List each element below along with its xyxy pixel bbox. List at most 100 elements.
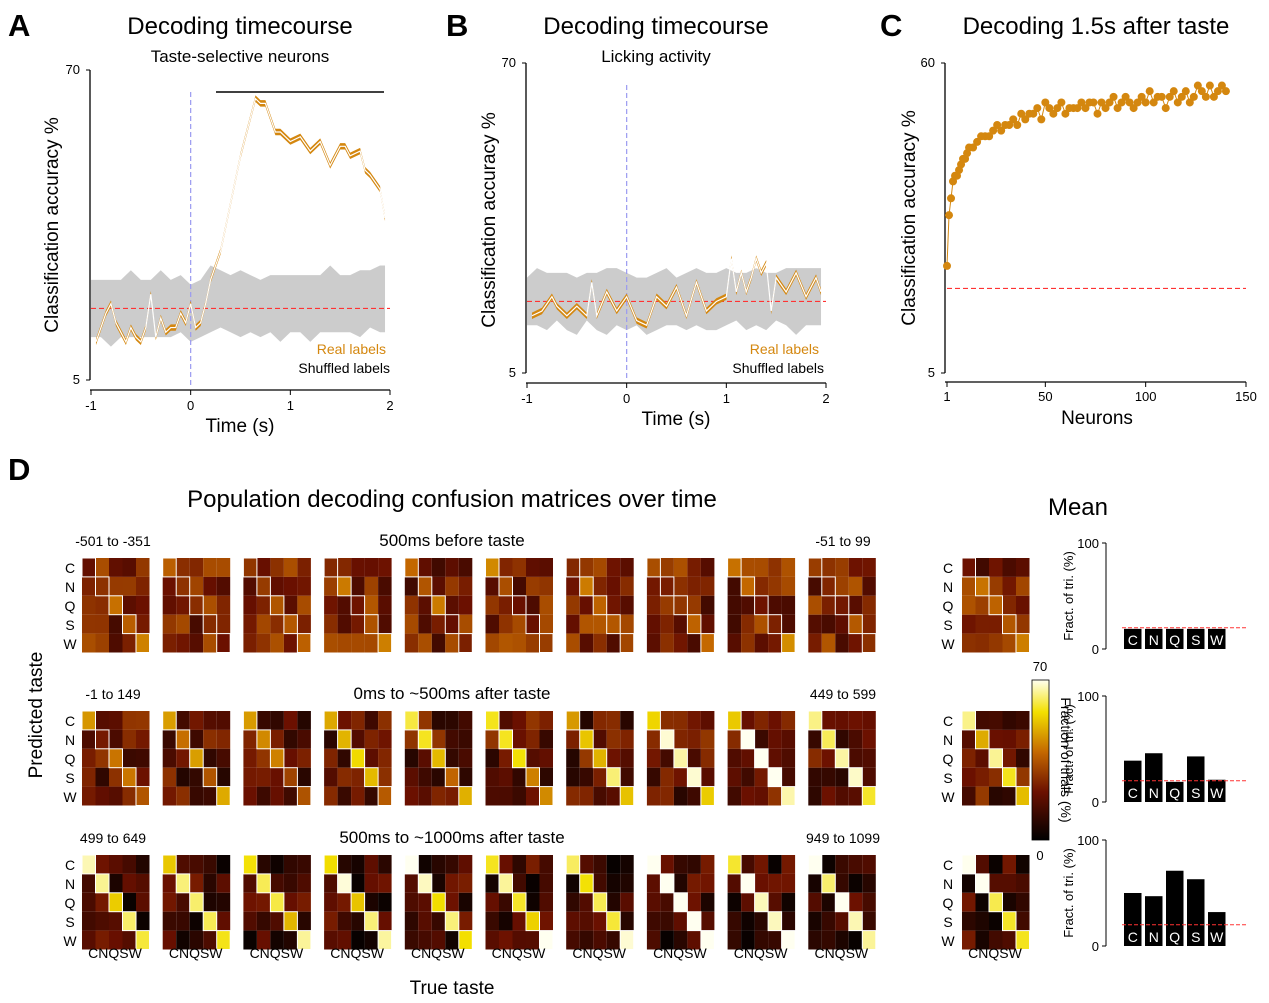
matrix-cell — [606, 729, 621, 749]
matrix-diagonal-outline — [686, 911, 702, 932]
matrix-cell — [646, 633, 661, 653]
matrix-cell — [458, 855, 473, 874]
matrix-cell — [593, 892, 607, 912]
panel-c-point — [947, 194, 956, 203]
matrix-cell — [962, 595, 976, 615]
matrix-cell — [1002, 729, 1016, 749]
matrix-cell — [808, 614, 822, 634]
bar-category-label: S — [1191, 632, 1200, 648]
predicted-taste-label: W — [63, 933, 77, 949]
matrix-cell — [673, 558, 688, 577]
matrix-cell — [270, 729, 284, 749]
mean-true-taste-labels: CNQSW — [968, 945, 1022, 961]
matrix-cell — [593, 711, 607, 730]
matrix-cell — [768, 614, 782, 634]
matrix-diagonal-outline — [767, 911, 783, 932]
matrix-cell — [243, 748, 257, 768]
panel-a-real-line — [95, 97, 386, 344]
matrix-cell — [989, 633, 1003, 653]
matrix-cell — [499, 633, 513, 653]
bar — [1124, 893, 1142, 946]
matrix-cell — [1002, 558, 1016, 577]
matrix-cell — [975, 930, 989, 950]
matrix-cell — [566, 786, 580, 806]
matrix-cell — [606, 748, 621, 768]
panel-c-point — [1217, 81, 1226, 90]
panel-a-legend-shuffled: Shuffled labels — [298, 360, 390, 376]
confusion-matrix — [807, 854, 877, 950]
matrix-cell — [1002, 595, 1016, 615]
matrix-cell — [768, 892, 782, 912]
matrix-cell — [512, 855, 526, 874]
matrix-cell — [364, 748, 379, 768]
matrix-cell — [606, 911, 621, 931]
matrix-cell — [404, 930, 419, 950]
matrix-cell — [216, 748, 231, 768]
matrix-cell — [962, 614, 976, 634]
matrix-cell — [975, 614, 989, 634]
panel-c-point — [1049, 109, 1058, 118]
matrix-cell — [646, 729, 661, 749]
confusion-matrix — [485, 710, 554, 806]
matrix-cell — [404, 729, 419, 749]
matrix-cell — [593, 855, 607, 874]
matrix-cell — [1002, 911, 1016, 931]
matrix-cell — [122, 633, 136, 653]
matrix-cell — [1016, 633, 1030, 653]
matrix-cell — [297, 892, 311, 912]
matrix-cell — [189, 911, 204, 931]
true-taste-labels: CNQSW — [814, 945, 868, 961]
panel-b-legend-shuffled: Shuffled labels — [732, 360, 824, 376]
matrix-cell — [512, 748, 526, 768]
matrix-cell — [351, 855, 365, 874]
matrix-cell — [741, 748, 755, 768]
matrix-cell — [378, 576, 392, 596]
panel-d-letter: D — [8, 452, 30, 487]
matrix-cell — [620, 729, 634, 749]
matrix-cell — [835, 748, 849, 768]
matrix-cell — [458, 767, 473, 787]
matrix-cell — [848, 711, 863, 730]
matrix-cell — [975, 855, 989, 874]
matrix-cell — [646, 786, 661, 806]
matrix-cell — [176, 930, 190, 950]
matrix-cell — [283, 711, 298, 730]
panel-a-subtitle: Taste-selective neurons — [151, 47, 330, 66]
matrix-diagonal-outline — [216, 633, 231, 653]
matrix-cell — [122, 911, 136, 931]
matrix-cell — [989, 729, 1003, 749]
panel-d-mean-label: Mean — [1048, 494, 1108, 521]
matrix-cell — [835, 558, 849, 577]
confusion-matrix — [485, 854, 554, 950]
matrix-diagonal-outline — [296, 930, 312, 950]
matrix-cell — [646, 767, 661, 787]
matrix-cell — [95, 855, 109, 874]
matrix-diagonal-outline — [767, 614, 783, 635]
matrix-cell — [539, 748, 553, 768]
matrix-diagonal-outline — [834, 892, 850, 913]
matrix-cell — [579, 748, 594, 768]
matrix-cell — [122, 855, 136, 874]
true-taste-labels: CNQSW — [492, 945, 546, 961]
predicted-taste-label: C — [65, 713, 75, 729]
matrix-cell — [768, 911, 782, 931]
matrix-cell — [458, 595, 473, 615]
matrix-cell — [378, 911, 392, 931]
true-taste-labels: CNQSW — [169, 945, 223, 961]
panel-c-title: Decoding 1.5s after taste — [963, 13, 1230, 40]
matrix-cell — [256, 873, 271, 893]
matrix-diagonal-outline — [727, 854, 742, 875]
matrix-cell — [975, 873, 989, 893]
matrix-cell — [445, 855, 459, 874]
panel-d-xlabel: True taste — [410, 978, 495, 998]
matrix-cell — [566, 855, 580, 874]
matrix-cell — [808, 633, 822, 653]
matrix-cell — [364, 633, 379, 653]
matrix-diagonal-outline — [175, 729, 191, 750]
matrix-diagonal-outline — [525, 767, 540, 788]
matrix-cell — [216, 576, 231, 596]
matrix-cell — [109, 748, 123, 768]
matrix-cell — [404, 595, 419, 615]
mean-predicted-taste-label: N — [943, 579, 953, 595]
matrix-cell — [593, 786, 607, 806]
